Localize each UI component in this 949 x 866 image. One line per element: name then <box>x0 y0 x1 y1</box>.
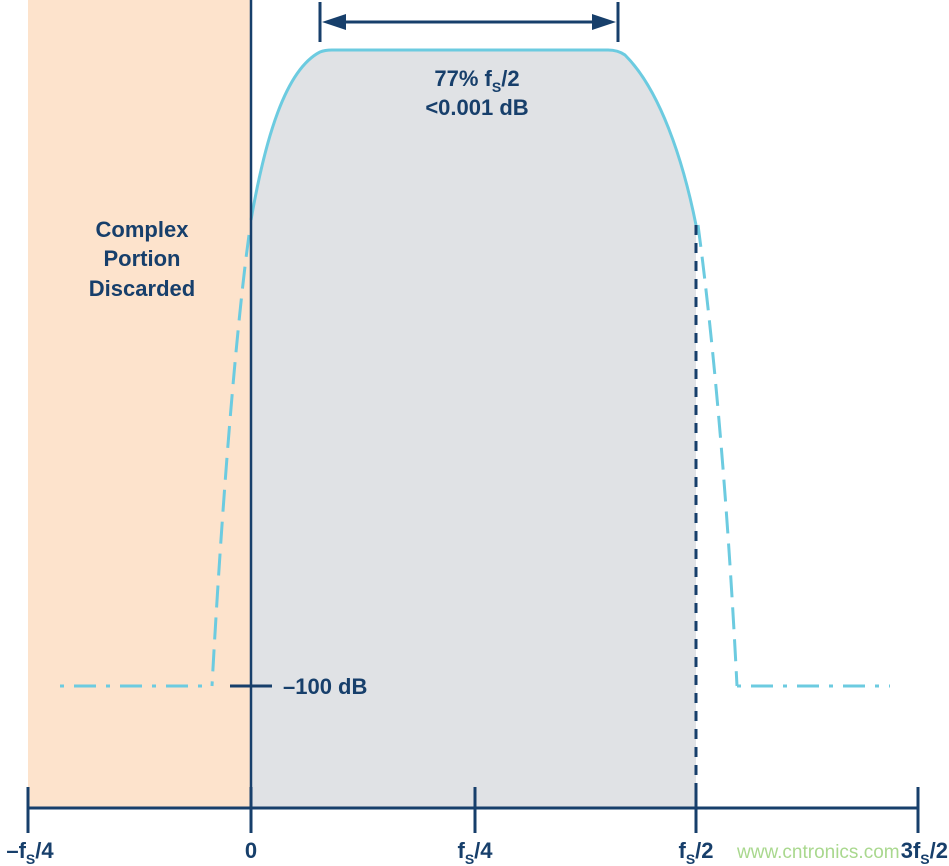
passband-fill <box>251 50 696 808</box>
x-axis-ticks <box>26 787 920 833</box>
svg-text:Complex: Complex <box>96 217 190 242</box>
tick-label: –fS/4 <box>6 838 54 866</box>
tick-label: fS/2 <box>678 838 713 866</box>
right-transition-dashed <box>696 224 739 687</box>
filter-curve <box>249 48 698 226</box>
stopband-level-label: –100 dB <box>283 674 367 699</box>
passband-ripple-label: 77% fS/2 <box>434 66 519 95</box>
svg-text:Portion: Portion <box>104 246 181 271</box>
tick-label: 0 <box>245 838 257 863</box>
passband-ripple-value: <0.001 dB <box>425 95 528 120</box>
watermark: www.cntronics.com <box>736 842 900 863</box>
tick-label: fS/4 <box>457 838 493 866</box>
left-transition-dashed <box>210 234 251 687</box>
tick-label: 3fS/2 <box>901 838 948 866</box>
discarded-region <box>28 0 251 808</box>
passband-width-arrow <box>318 2 620 42</box>
region-label: Complex Portion Discarded <box>89 217 195 301</box>
svg-text:Discarded: Discarded <box>89 276 195 301</box>
x-tick-labels: –fS/4 0 fS/4 fS/2 3fS/2 <box>6 838 948 866</box>
